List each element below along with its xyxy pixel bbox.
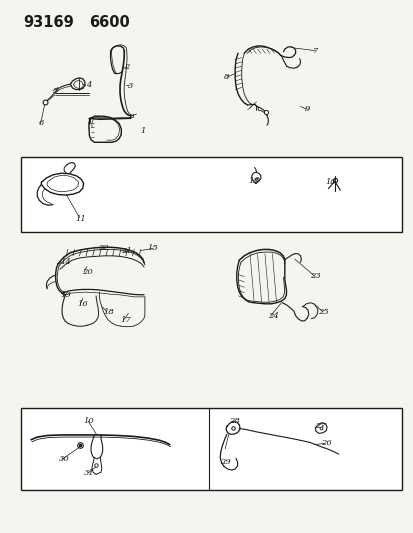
Text: 30: 30 <box>59 455 69 464</box>
Text: 13: 13 <box>325 178 336 187</box>
Text: 9: 9 <box>304 105 309 114</box>
Text: 31: 31 <box>83 469 94 478</box>
Text: 2: 2 <box>123 62 128 71</box>
Text: 19: 19 <box>60 291 71 300</box>
Text: 93169: 93169 <box>23 15 74 30</box>
Text: 26: 26 <box>320 439 331 448</box>
Text: 24: 24 <box>267 311 278 320</box>
Text: 12: 12 <box>247 177 258 185</box>
Text: 5: 5 <box>53 86 58 95</box>
Text: 7: 7 <box>312 46 317 55</box>
Text: 22: 22 <box>98 244 109 252</box>
Text: 4: 4 <box>86 81 91 90</box>
Bar <box>21 157 401 232</box>
Text: 15: 15 <box>147 244 158 252</box>
Text: 23: 23 <box>309 272 320 280</box>
Text: 27: 27 <box>315 422 325 431</box>
Text: 1: 1 <box>140 126 145 135</box>
Text: 6: 6 <box>39 118 44 127</box>
Text: 28: 28 <box>228 417 239 425</box>
Text: 3: 3 <box>128 82 133 91</box>
Text: 25: 25 <box>318 308 328 316</box>
Text: 10: 10 <box>83 417 94 425</box>
Text: 16: 16 <box>77 300 88 308</box>
Text: 14: 14 <box>60 258 71 266</box>
Text: 11: 11 <box>75 214 86 223</box>
Text: 17: 17 <box>121 316 131 324</box>
Text: 18: 18 <box>103 308 114 316</box>
Bar <box>21 408 401 490</box>
Text: 20: 20 <box>81 268 92 276</box>
Text: 6600: 6600 <box>89 15 129 30</box>
Text: 21: 21 <box>121 246 131 255</box>
Text: 29: 29 <box>220 458 230 466</box>
Text: 8: 8 <box>224 73 229 82</box>
